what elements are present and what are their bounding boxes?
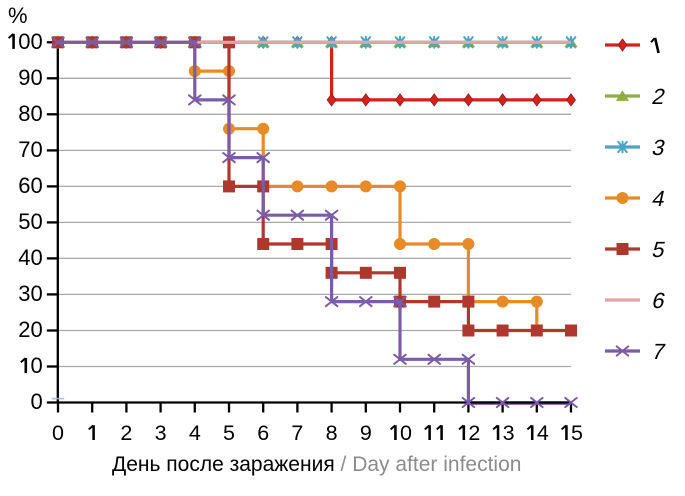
svg-text:0: 0 [30, 389, 42, 414]
svg-text:30: 30 [18, 281, 42, 306]
svg-text:7: 7 [650, 339, 668, 364]
svg-text:4: 4 [537, 421, 549, 445]
svg-text:60: 60 [18, 173, 42, 198]
svg-text:50: 50 [18, 209, 42, 234]
svg-text:00: 00 [18, 29, 42, 54]
svg-text:5: 5 [223, 421, 235, 445]
svg-text:0: 0 [400, 421, 412, 445]
svg-text:3: 3 [650, 135, 668, 160]
svg-text:90: 90 [18, 65, 42, 90]
svg-text:9: 9 [360, 421, 372, 445]
svg-text:0: 0 [52, 421, 64, 445]
svg-text:70: 70 [18, 137, 42, 162]
svg-text:3: 3 [155, 421, 167, 445]
svg-text:2: 2 [120, 421, 132, 445]
svg-text:3: 3 [503, 421, 515, 445]
svg-text:80: 80 [18, 101, 42, 126]
svg-text:8: 8 [326, 421, 338, 445]
svg-text:6: 6 [650, 288, 668, 313]
svg-text:День после заражения / Day aft: День после заражения / Day after infecti… [112, 453, 521, 476]
svg-text:20: 20 [18, 317, 42, 342]
svg-text:%: % [8, 3, 28, 28]
svg-text:7: 7 [291, 421, 303, 445]
svg-text:40: 40 [18, 245, 42, 270]
svg-text:2: 2 [650, 84, 668, 109]
svg-text:6: 6 [257, 421, 269, 445]
svg-text:4: 4 [189, 421, 201, 445]
svg-text:5: 5 [571, 421, 583, 445]
svg-text:4: 4 [650, 186, 668, 211]
svg-text:2: 2 [468, 421, 480, 445]
svg-text:5: 5 [650, 237, 668, 262]
svg-text:0: 0 [30, 353, 42, 378]
